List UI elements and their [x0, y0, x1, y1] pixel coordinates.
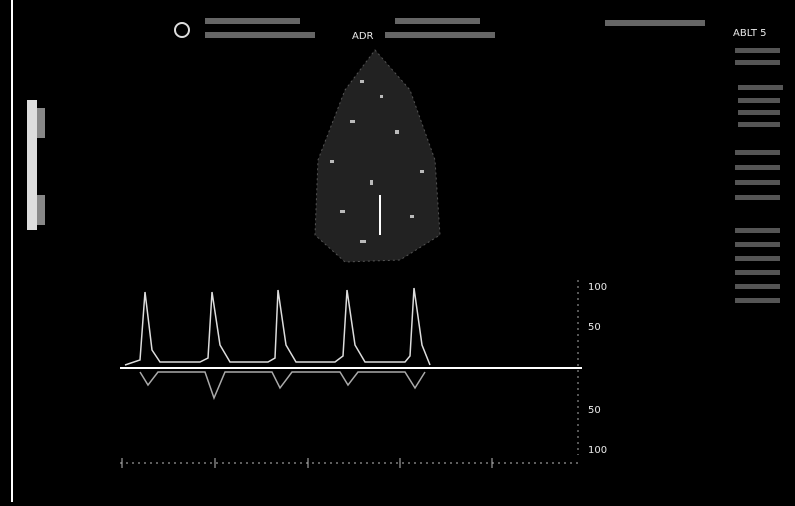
- header-info: [395, 18, 480, 24]
- speckle: [330, 80, 424, 243]
- gray-bar-mark: [37, 108, 45, 138]
- header-info: [205, 18, 300, 24]
- spectral-reverse: [139, 371, 426, 401]
- scale-label: 100: [588, 445, 607, 456]
- scale-label: 50: [588, 322, 601, 333]
- header-info: [605, 20, 705, 26]
- time-ticks: [121, 458, 493, 468]
- header-info: [205, 32, 315, 38]
- preset-label: ABLT 5: [733, 28, 767, 39]
- gray-bar: [27, 100, 37, 230]
- doppler-sector: [314, 49, 441, 263]
- scale-label: 50: [588, 405, 601, 416]
- parameter-column: [735, 48, 783, 303]
- header-info: [385, 32, 495, 38]
- logo: [174, 22, 190, 38]
- spectral-waveform: [124, 287, 431, 366]
- gray-bar-mark: [37, 195, 45, 225]
- mode-label: ADR: [352, 31, 374, 42]
- scale-label: 100: [588, 282, 607, 293]
